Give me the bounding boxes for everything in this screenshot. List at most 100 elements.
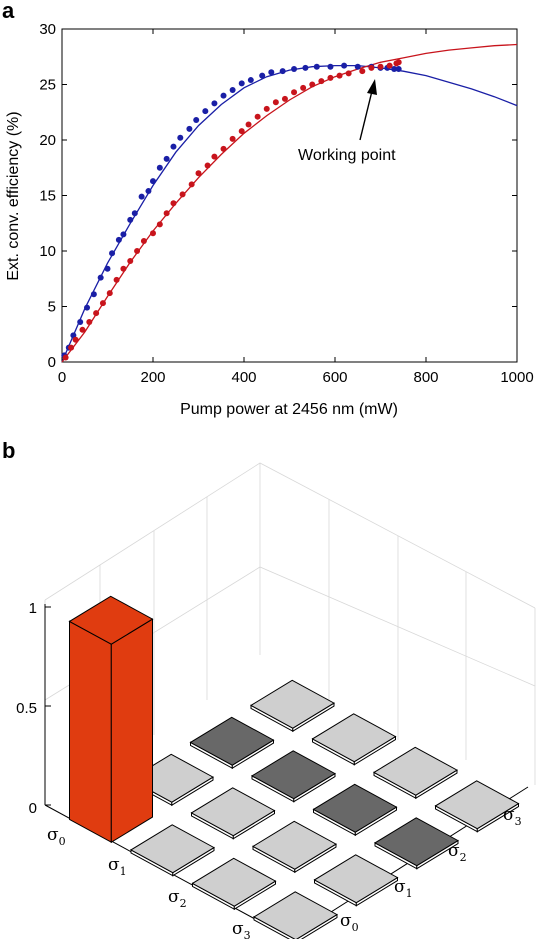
data-point-1 (336, 72, 343, 79)
matrix-tile (313, 854, 399, 907)
data-point-0 (186, 125, 193, 132)
x-tick-label: 1000 (500, 369, 533, 386)
data-point-0 (279, 68, 286, 75)
bar-top-face (190, 787, 276, 837)
data-point-1 (238, 128, 245, 135)
z-axis: 0 0.5 1 (16, 600, 51, 817)
data-point-0 (341, 62, 348, 69)
data-point-1 (211, 153, 218, 160)
data-point-1 (327, 74, 334, 81)
data-point-1 (220, 145, 227, 152)
data-point-1 (163, 210, 170, 217)
data-point-0 (170, 143, 177, 150)
data-point-1 (345, 70, 352, 77)
data-point-0 (391, 65, 398, 72)
matrix-tile (251, 820, 338, 874)
matrix-tile (129, 824, 216, 877)
data-point-1 (204, 162, 211, 169)
bar-top-face (313, 854, 399, 904)
x-tick-label: 0 (58, 369, 66, 386)
data-point-1 (86, 319, 93, 326)
data-point-0 (77, 319, 84, 326)
data-point-0 (115, 236, 122, 243)
row-label: σ1 (108, 855, 127, 878)
row-label: σ0 (47, 825, 66, 848)
data-point-0 (259, 72, 266, 79)
data-point-1 (106, 290, 113, 297)
x-axis-label: Pump power at 2456 nm (mW) (180, 401, 398, 418)
bar-side-face (110, 618, 153, 844)
y-tick-label: 25 (39, 77, 56, 94)
bar-top-face (372, 746, 459, 796)
matrix-tile (312, 783, 398, 837)
data-point-0 (90, 291, 97, 298)
x-tick-label: 200 (140, 369, 165, 386)
bar-top-face (434, 780, 520, 830)
y-tick-label: 30 (39, 21, 56, 38)
data-point-1 (156, 221, 163, 228)
matrix-tile (191, 857, 277, 911)
data-point-0 (193, 117, 200, 124)
matrix-bars (68, 595, 520, 939)
efficiency-plot: 0 200 400 600 800 1000 0 5 10 15 20 25 30 Pump power… (5, 21, 534, 418)
data-point-0 (84, 304, 91, 311)
bar-top-face (191, 857, 277, 907)
bar-top-face (252, 891, 339, 939)
data-point-0 (247, 77, 254, 84)
data-point-1 (93, 310, 100, 317)
z-tick-label: 0 (29, 800, 37, 817)
matrix-tile (372, 746, 459, 800)
bar-top-face (249, 679, 336, 729)
data-point-1 (245, 121, 252, 128)
data-point-1 (140, 238, 147, 245)
process-matrix-plot: 0 0.5 1 σ0 σ1 σ2 σ3 σ0 σ1 σ2 σ3 (16, 462, 536, 939)
bar-side-face (69, 620, 112, 844)
data-point-1 (127, 257, 134, 264)
y-tick-label: 20 (39, 132, 56, 149)
data-point-0 (395, 65, 402, 72)
axis-labels: σ0 σ1 σ2 σ3 σ0 σ1 σ2 σ3 (47, 805, 522, 939)
data-point-0 (354, 63, 361, 70)
data-point-1 (134, 248, 141, 254)
data-point-1 (254, 113, 261, 120)
data-point-0 (291, 65, 298, 72)
matrix-tile (434, 780, 520, 833)
matrix-tile (249, 679, 336, 733)
plot-frame (61, 28, 518, 363)
data-point-1 (395, 59, 402, 66)
y-tick-label: 5 (48, 299, 56, 316)
data-point-1 (377, 63, 384, 70)
bar-top-face (129, 824, 216, 874)
working-point-label: Working point (298, 147, 396, 164)
data-point-1 (263, 105, 270, 112)
data-point-1 (62, 354, 69, 361)
working-point-arrow (359, 79, 377, 141)
data-point-0 (211, 100, 218, 107)
data-point-1 (281, 95, 288, 102)
major-bar (68, 595, 154, 844)
data-point-0 (327, 63, 334, 70)
bar-top-face (250, 750, 337, 800)
bar-top-face (68, 595, 154, 645)
x-tick-label: 400 (231, 369, 256, 386)
data-point-0 (109, 250, 116, 257)
x-tick-label: 800 (413, 369, 438, 386)
data-point-1 (318, 78, 325, 85)
data-points (61, 59, 402, 361)
column-label: σ0 (340, 911, 359, 934)
data-point-0 (177, 134, 184, 141)
data-point-0 (202, 108, 209, 115)
data-point-1 (229, 135, 236, 142)
data-point-1 (179, 191, 186, 198)
column-label: σ1 (394, 877, 413, 900)
data-point-1 (72, 336, 79, 343)
data-point-1 (170, 200, 177, 207)
data-point-1 (272, 99, 279, 106)
bar-top-face (373, 817, 460, 867)
data-point-1 (120, 265, 127, 272)
y-tick-label: 15 (39, 188, 56, 205)
row-label: σ2 (168, 887, 187, 910)
data-point-0 (120, 231, 127, 238)
data-point-0 (229, 87, 236, 94)
data-point-0 (127, 216, 134, 223)
